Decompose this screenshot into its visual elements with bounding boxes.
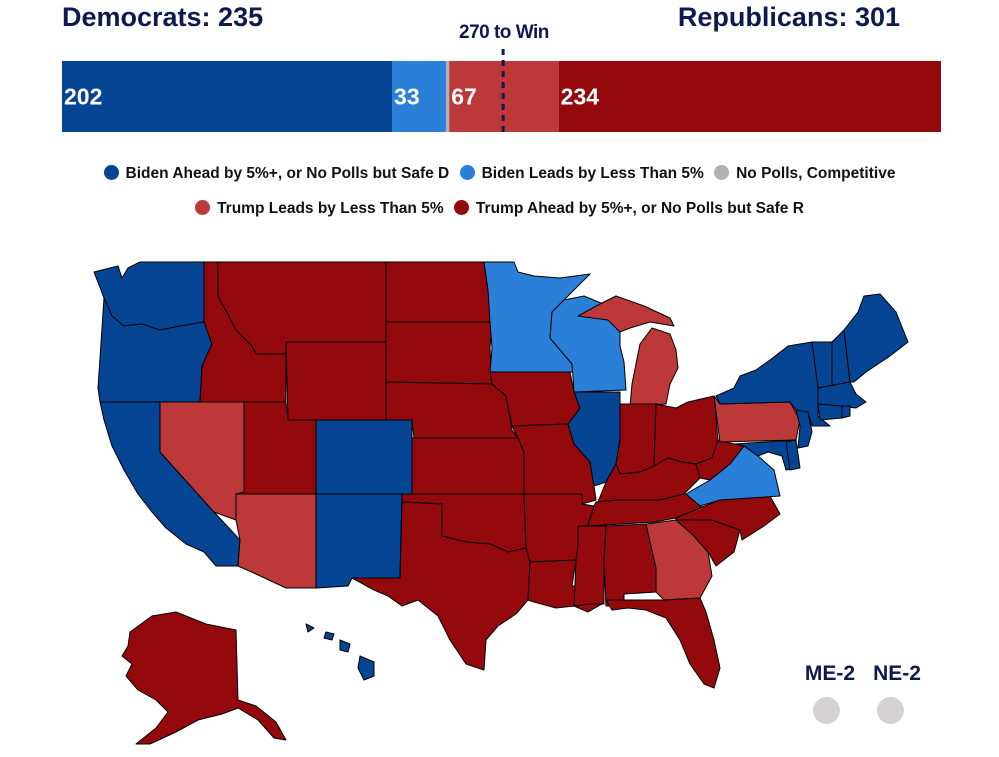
legend-swatch (459, 165, 475, 180)
legend-item-safe-d: Biden Ahead by 5%+, or No Polls but Safe… (103, 165, 449, 183)
state-WY (285, 341, 387, 421)
bar-safe-r-value-label: 234 (561, 84, 600, 110)
bar-safe-d-value-label: 202 (64, 84, 102, 110)
state-ND (385, 261, 493, 323)
state-MS (573, 525, 607, 607)
bar-safe-r (558, 61, 941, 132)
state-SD (385, 321, 493, 385)
state-TX (351, 501, 531, 671)
legend-item-tossup: No Polls, Competitive (714, 165, 895, 183)
state-AK (121, 611, 287, 745)
state-NC (675, 495, 781, 541)
bar-lean-d-value-label: 33 (394, 84, 420, 110)
state-KS (411, 437, 525, 495)
state-RI (841, 405, 851, 419)
win-threshold-label: 270 to Win (459, 22, 549, 43)
district-label-ne2: NE-2 (873, 662, 921, 685)
bar-lean-d (392, 61, 446, 132)
state-NY (715, 341, 831, 427)
electoral-vote-bar: 202 33 67 234 (62, 49, 941, 136)
democrats-total: Democrats: 235 (62, 2, 264, 32)
state-IN (615, 403, 657, 475)
legend-item-safe-r: Trump Ahead by 5%+, or No Polls but Safe… (453, 200, 804, 218)
state-NM (315, 493, 403, 589)
legend-row-2: Trump Leads by Less Than 5% Trump Ahead … (0, 200, 999, 218)
state-MI (577, 295, 679, 407)
legend-swatch (103, 165, 119, 180)
state-DE (785, 439, 801, 471)
legend-swatch (195, 200, 211, 215)
state-AL (603, 523, 657, 607)
district-marker-me2 (813, 697, 840, 724)
legend-item-lean-r: Trump Leads by Less Than 5% (195, 200, 444, 218)
legend-swatch (714, 165, 730, 180)
state-FL (605, 597, 721, 689)
state-OH (653, 395, 719, 467)
bar-lean-r-value-label: 67 (451, 84, 477, 110)
legend-row-1: Biden Ahead by 5%+, or No Polls but Safe… (0, 165, 999, 183)
republicans-total: Republicans: 301 (677, 2, 900, 32)
bar-safe-d (62, 61, 393, 132)
state-HI (305, 623, 375, 681)
district-marker-ne2 (877, 697, 904, 724)
legend-item-lean-d: Biden Leads by Less Than 5% (459, 165, 704, 183)
bar-tossup (445, 61, 450, 132)
district-label-me2: ME-2 (804, 662, 856, 685)
state-AZ (235, 493, 317, 589)
us-electoral-map (93, 261, 909, 745)
legend-swatch (453, 200, 469, 215)
state-CT (817, 403, 843, 421)
state-CO (315, 419, 413, 495)
state-ME (843, 293, 909, 383)
